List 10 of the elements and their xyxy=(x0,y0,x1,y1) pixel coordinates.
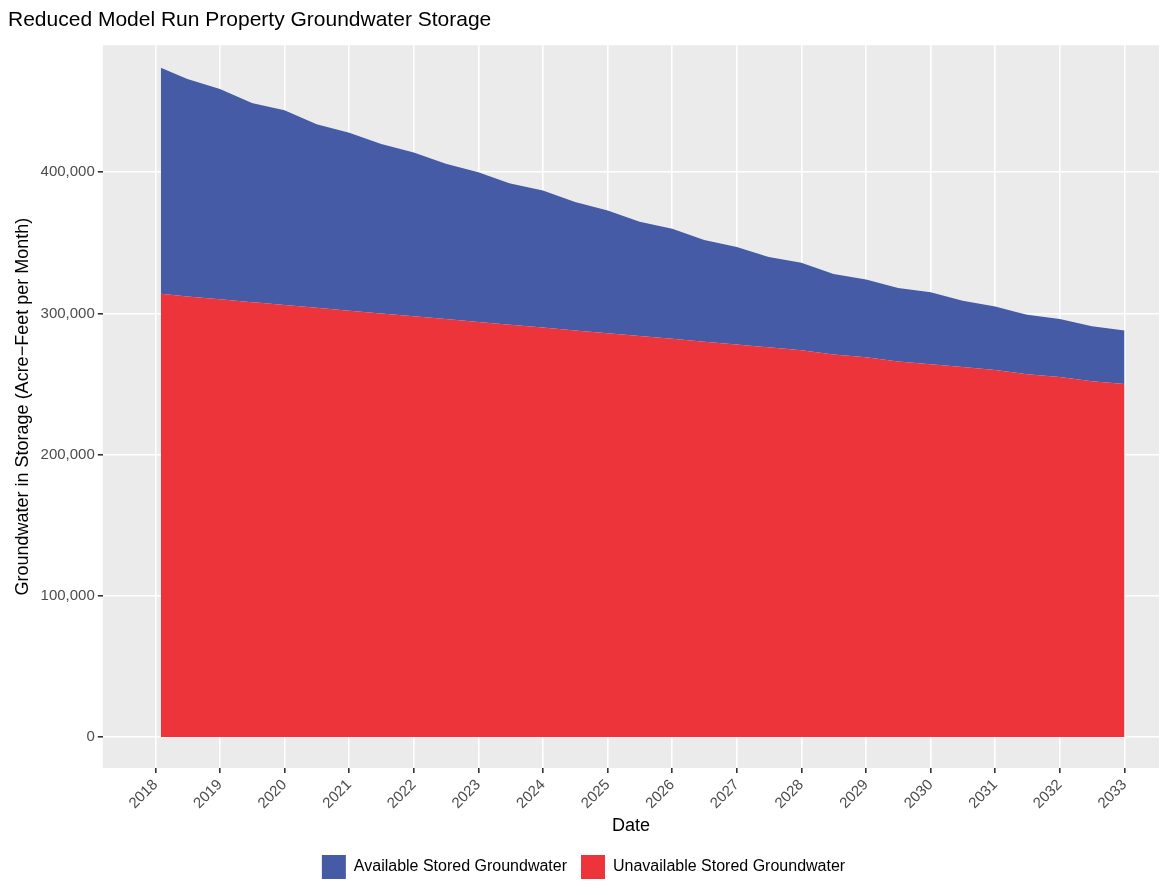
y-tick-label: 200,000 xyxy=(40,444,95,462)
legend-label: Available Stored Groundwater xyxy=(353,857,568,875)
legend-label: Unavailable Stored Groundwater xyxy=(613,857,846,875)
y-tick-label: 300,000 xyxy=(40,303,95,321)
x-axis-title: Date xyxy=(611,815,650,836)
chart-title: Reduced Model Run Property Groundwater Storage xyxy=(8,7,492,31)
y-tick-label: 400,000 xyxy=(40,162,95,180)
y-axis-title: Groundwater in Storage (Acre−Feet per Month) xyxy=(11,217,32,596)
y-tick-label: 100,000 xyxy=(40,585,95,603)
y-tick-label: 0 xyxy=(86,727,95,745)
